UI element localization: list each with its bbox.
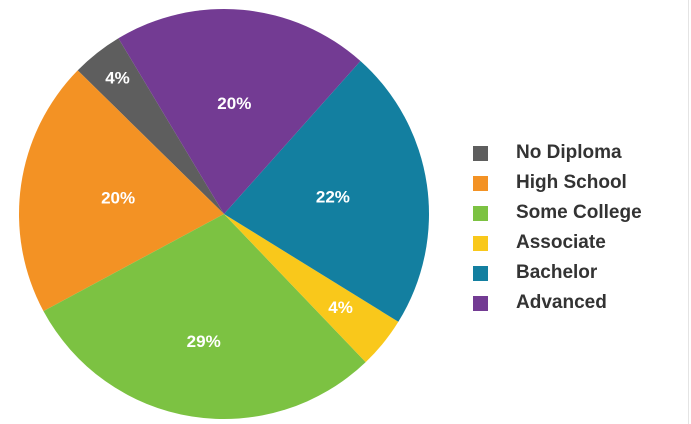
legend-label: Advanced	[516, 292, 607, 313]
pie-slice-associate	[224, 214, 399, 363]
legend-item-advanced: Advanced	[473, 288, 642, 318]
legend-swatch	[473, 205, 488, 221]
legend-label: High School	[516, 172, 627, 193]
slice-label-no-diploma: 4%	[105, 68, 130, 87]
legend-swatch	[473, 265, 488, 281]
legend-label: Some College	[516, 202, 642, 223]
pie-slice-bachelor	[224, 61, 429, 322]
pie-slice-labels: 4% 20% 29% 4% 22% 20%	[101, 68, 353, 350]
legend-swatch	[473, 175, 488, 191]
legend-item-no-diploma: No Diploma	[473, 138, 642, 168]
legend-item-associate: Associate	[473, 228, 642, 258]
slice-label-bachelor: 22%	[316, 188, 350, 207]
pie-slice-some-college	[43, 214, 366, 419]
pie-slice-no-diploma	[77, 38, 224, 214]
legend: No Diploma High School Some College Asso…	[473, 138, 642, 318]
legend-swatch	[473, 145, 488, 161]
legend-label: No Diploma	[516, 142, 622, 163]
pie-slices	[19, 8, 429, 419]
pie-slice-high-school	[19, 70, 225, 312]
slice-label-advanced: 20%	[217, 94, 251, 113]
legend-swatch	[473, 295, 488, 311]
slice-label-high-school: 20%	[101, 188, 135, 207]
legend-item-bachelor: Bachelor	[473, 258, 642, 288]
slice-label-some-college: 29%	[187, 332, 221, 351]
legend-label: Associate	[516, 232, 606, 253]
legend-item-some-college: Some College	[473, 198, 642, 228]
slice-label-associate: 4%	[328, 298, 353, 317]
legend-label: Bachelor	[516, 262, 598, 283]
pie-slice-advanced	[118, 8, 361, 214]
divider	[688, 0, 689, 424]
legend-swatch	[473, 235, 488, 251]
legend-item-high-school: High School	[473, 168, 642, 198]
